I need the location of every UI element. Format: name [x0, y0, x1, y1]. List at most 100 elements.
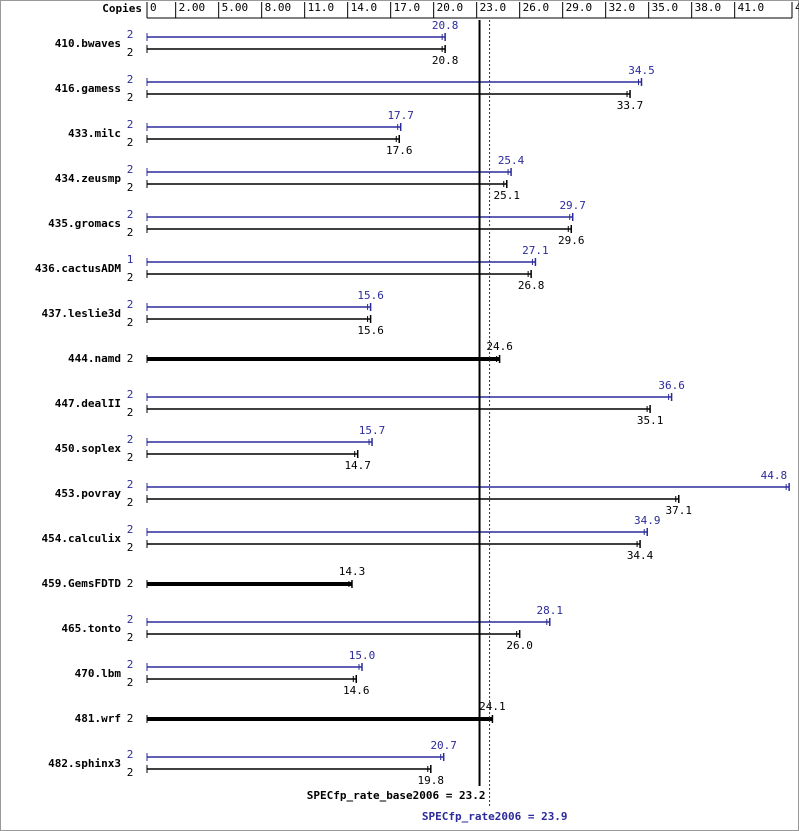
copies-label: 2 — [127, 613, 134, 626]
x-tick-label: 29.0 — [566, 1, 593, 14]
copies-label: 2 — [127, 748, 134, 761]
x-tick-label: 14.0 — [351, 1, 378, 14]
value-label: 26.8 — [518, 279, 545, 292]
copies-label: 2 — [127, 136, 134, 149]
category-label: 434.zeusmp — [55, 172, 122, 185]
copies-label: 2 — [127, 658, 134, 671]
x-tick-label: 45.0 — [795, 1, 799, 14]
category-label: 437.leslie3d — [42, 307, 121, 320]
category-label: 444.namd — [68, 352, 121, 365]
x-tick-label: 41.0 — [738, 1, 765, 14]
value-label: 33.7 — [617, 99, 644, 112]
value-label: 19.8 — [418, 774, 445, 787]
copies-label: 2 — [127, 451, 134, 464]
category-label: 410.bwaves — [55, 37, 121, 50]
copies-label: 2 — [127, 91, 134, 104]
x-tick-label: 8.00 — [265, 1, 292, 14]
copies-label: 2 — [127, 631, 134, 644]
x-tick-label: 5.00 — [222, 1, 249, 14]
value-label: 34.4 — [627, 549, 654, 562]
category-label: 433.milc — [68, 127, 121, 140]
category-label: 416.gamess — [55, 82, 121, 95]
category-label: 436.cactusADM — [35, 262, 121, 275]
value-label: 14.7 — [344, 459, 371, 472]
category-label: 450.soplex — [55, 442, 122, 455]
category-label: 470.lbm — [75, 667, 122, 680]
copies-label: 2 — [127, 298, 134, 311]
copies-label: 2 — [127, 352, 134, 365]
copies-label: 2 — [127, 388, 134, 401]
value-label: 20.7 — [430, 739, 457, 752]
value-label: 15.0 — [349, 649, 376, 662]
value-label: 44.8 — [761, 469, 788, 482]
copies-label: 2 — [127, 523, 134, 536]
value-label: 14.3 — [339, 565, 366, 578]
value-label: 27.1 — [522, 244, 549, 257]
category-label: 459.GemsFDTD — [42, 577, 122, 590]
value-label: 29.7 — [559, 199, 586, 212]
copies-label: 2 — [127, 46, 134, 59]
value-label: 20.8 — [432, 54, 459, 67]
value-label: 25.4 — [498, 154, 525, 167]
category-label: 453.povray — [55, 487, 122, 500]
category-label: 435.gromacs — [48, 217, 121, 230]
copies-label: 2 — [127, 577, 134, 590]
value-label: 24.1 — [479, 700, 506, 713]
copies-label: 2 — [127, 226, 134, 239]
value-label: 15.7 — [359, 424, 386, 437]
value-label: 34.9 — [634, 514, 661, 527]
x-tick-label: 26.0 — [523, 1, 550, 14]
copies-label: 2 — [127, 316, 134, 329]
value-label: 20.8 — [432, 19, 459, 32]
copies-label: 2 — [127, 766, 134, 779]
value-label: 24.6 — [486, 340, 513, 353]
x-tick-label: 11.0 — [308, 1, 335, 14]
x-tick-label: 20.0 — [437, 1, 464, 14]
value-label: 28.1 — [537, 604, 564, 617]
value-label: 36.6 — [658, 379, 685, 392]
copies-label: 2 — [127, 181, 134, 194]
value-label: 34.5 — [628, 64, 655, 77]
copies-label: 2 — [127, 676, 134, 689]
category-label: 447.dealII — [55, 397, 121, 410]
value-label: 35.1 — [637, 414, 664, 427]
copies-label: 1 — [127, 253, 134, 266]
value-label: 14.6 — [343, 684, 370, 697]
copies-label: 2 — [127, 271, 134, 284]
x-tick-label: 23.0 — [480, 1, 507, 14]
copies-label: 2 — [127, 433, 134, 446]
copies-label: 2 — [127, 478, 134, 491]
x-tick-label: 38.0 — [695, 1, 722, 14]
copies-label: 2 — [127, 406, 134, 419]
value-label: 15.6 — [357, 324, 384, 337]
axis-label: Copies — [102, 2, 142, 15]
copies-label: 2 — [127, 28, 134, 41]
x-tick-label: 32.0 — [609, 1, 636, 14]
copies-label: 2 — [127, 208, 134, 221]
copies-label: 2 — [127, 712, 134, 725]
category-label: 481.wrf — [75, 712, 121, 725]
reference-label: SPECfp_rate_base2006 = 23.2 — [307, 789, 486, 802]
value-label: 25.1 — [494, 189, 521, 202]
copies-label: 2 — [127, 163, 134, 176]
copies-label: 2 — [127, 541, 134, 554]
x-tick-label: 35.0 — [652, 1, 679, 14]
x-tick-label: 0 — [150, 1, 157, 14]
category-label: 482.sphinx3 — [48, 757, 121, 770]
reference-label: SPECfp_rate2006 = 23.9 — [422, 810, 568, 823]
x-tick-label: 2.00 — [179, 1, 206, 14]
value-label: 37.1 — [666, 504, 693, 517]
value-label: 26.0 — [506, 639, 533, 652]
copies-label: 2 — [127, 118, 134, 131]
x-tick-label: 17.0 — [394, 1, 421, 14]
copies-label: 2 — [127, 496, 134, 509]
value-label: 29.6 — [558, 234, 585, 247]
copies-label: 2 — [127, 73, 134, 86]
value-label: 17.6 — [386, 144, 413, 157]
value-label: 15.6 — [357, 289, 384, 302]
value-label: 17.7 — [387, 109, 414, 122]
category-label: 465.tonto — [61, 622, 121, 635]
category-label: 454.calculix — [42, 532, 122, 545]
